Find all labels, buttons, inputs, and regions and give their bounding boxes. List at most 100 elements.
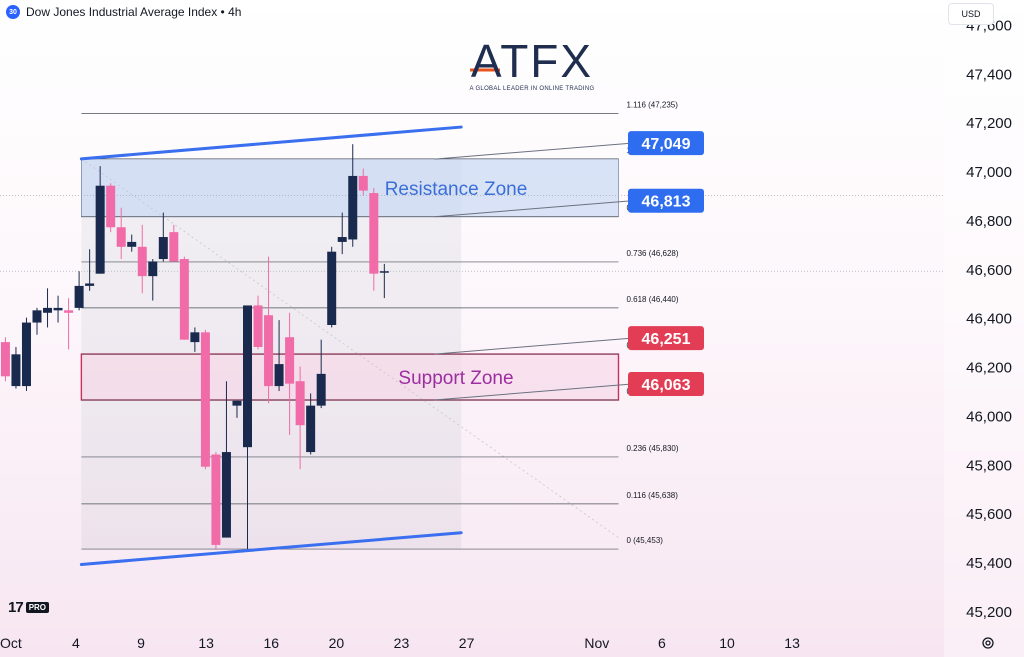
candle-body — [253, 305, 263, 347]
price-tag-box — [628, 188, 704, 213]
candle — [200, 329, 210, 470]
y-tick-label: 45,800 — [966, 457, 1012, 474]
price-tag-text: 46,251 — [642, 331, 691, 348]
x-tick-label: Oct — [0, 635, 22, 651]
symbol-header[interactable]: 30 Dow Jones Industrial Average Index • … — [6, 5, 241, 19]
candle-body — [200, 332, 210, 467]
candle-body — [0, 342, 10, 377]
fib-level-label: 0.236 (45,830) — [626, 444, 678, 453]
y-tick-label: 47,000 — [966, 164, 1012, 181]
candle — [43, 288, 53, 328]
support-zone-label: Support Zone — [398, 368, 513, 389]
tv-pro-badge: PRO — [25, 602, 50, 613]
candle-body — [264, 315, 274, 387]
candle — [32, 307, 42, 335]
y-tick-label: 47,400 — [966, 66, 1012, 83]
candle-body — [274, 364, 284, 387]
candle-body — [358, 175, 368, 191]
candle — [379, 263, 389, 299]
x-tick-label: 6 — [658, 635, 666, 651]
symbol-badge: 30 — [6, 5, 20, 19]
candle-body — [95, 185, 105, 274]
candle-body — [327, 251, 337, 325]
candle-body — [348, 175, 358, 240]
candle-body — [127, 241, 137, 247]
candle-body — [337, 237, 347, 242]
candle — [116, 207, 126, 260]
tv-mark: 17 — [8, 599, 24, 616]
support-zone — [80, 353, 620, 401]
candle — [211, 452, 221, 550]
price-tag-pointer — [434, 200, 633, 218]
price-tag-box — [628, 131, 704, 156]
candle — [85, 249, 95, 291]
candle — [169, 224, 179, 262]
y-tick-label: 45,600 — [966, 506, 1012, 523]
x-tick-label: 9 — [137, 635, 145, 651]
price-tag: 46,813 — [434, 188, 704, 218]
price-tag-box — [628, 372, 704, 397]
candle — [232, 400, 242, 418]
candle-body — [295, 381, 305, 426]
candle-body — [106, 185, 116, 228]
y-tick-label: 46,000 — [966, 408, 1012, 425]
channel-upper-line — [79, 125, 463, 161]
candle — [53, 295, 63, 323]
candle — [11, 346, 21, 389]
candle-body — [211, 454, 221, 545]
price-tag-text: 46,813 — [642, 194, 691, 211]
candle-body — [369, 193, 379, 274]
candle-body — [179, 259, 189, 340]
candle — [253, 295, 263, 350]
candle — [106, 183, 116, 233]
y-tick-label: 45,400 — [966, 555, 1012, 572]
tradingview-logo[interactable]: 17 PRO — [8, 599, 50, 616]
x-tick-label: 20 — [329, 635, 345, 651]
fib-level-label: 0.736 (46,628) — [626, 249, 678, 258]
price-tag: 46,251 — [434, 326, 704, 355]
candle — [179, 256, 189, 340]
candle-body — [379, 271, 389, 273]
candle — [127, 234, 137, 252]
price-axis-background — [944, 0, 1024, 657]
candle-body — [137, 246, 147, 277]
price-tag-text: 47,049 — [642, 136, 691, 153]
candle — [295, 366, 305, 470]
candle-body — [11, 354, 21, 387]
y-tick-label: 47,200 — [966, 115, 1012, 132]
symbol-title: Dow Jones Industrial Average Index • 4h — [26, 5, 242, 19]
candle-body — [32, 310, 42, 323]
settings-gear-icon[interactable] — [981, 636, 995, 650]
fib-level-label: 0.116 (45,638) — [626, 491, 678, 500]
candle-body — [53, 307, 63, 311]
candle — [327, 246, 337, 328]
logo-tagline: A GLOBAL LEADER IN ONLINE TRADING — [469, 86, 595, 92]
price-tag-box — [628, 326, 704, 351]
candle — [369, 188, 379, 291]
candle — [285, 312, 295, 435]
currency-selector[interactable]: USD — [948, 3, 994, 25]
candle-body — [116, 227, 126, 247]
price-tag-text: 46,063 — [642, 377, 691, 394]
x-tick-label: 13 — [784, 635, 800, 651]
candle-body — [190, 332, 200, 343]
candle — [264, 256, 274, 404]
candle-body — [43, 307, 53, 313]
candle — [95, 166, 105, 274]
fib-level-label: 0.618 (46,440) — [626, 295, 678, 304]
atfx-logo: ATFX A GLOBAL LEADER IN ONLINE TRADING — [468, 38, 596, 92]
logo-word: ATFX — [470, 35, 594, 87]
y-tick-label: 45,200 — [966, 604, 1012, 621]
candle-body — [316, 373, 326, 406]
price-tag-pointer — [434, 383, 633, 401]
candle-body — [285, 337, 295, 384]
x-tick-label: 23 — [394, 635, 410, 651]
channel-lower-line — [79, 531, 463, 566]
candle — [306, 393, 316, 455]
fib-level-label: 1.116 (47,235) — [626, 101, 678, 110]
candle — [337, 212, 347, 255]
y-tick-label: 46,600 — [966, 262, 1012, 279]
candle-body — [158, 237, 168, 260]
price-tag-pointer — [434, 142, 633, 160]
